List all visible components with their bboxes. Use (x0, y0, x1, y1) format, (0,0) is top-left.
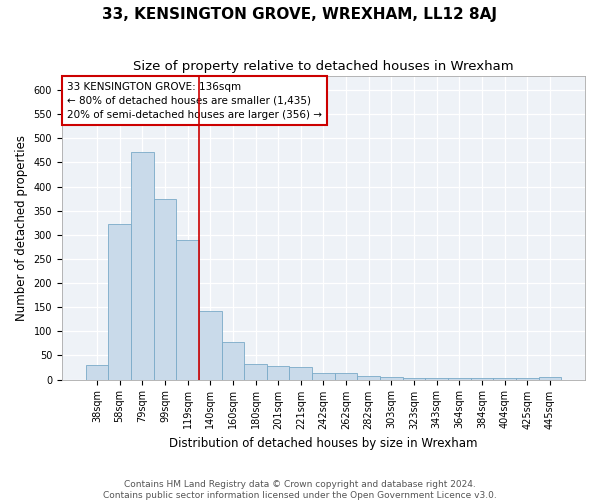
Bar (335, 373, 358, 380)
Text: 33, KENSINGTON GROVE, WREXHAM, LL12 8AJ: 33, KENSINGTON GROVE, WREXHAM, LL12 8AJ (103, 8, 497, 22)
Bar (358, 376, 380, 380)
Bar (176, 240, 199, 380)
Bar (425, 378, 448, 380)
Text: 33 KENSINGTON GROVE: 136sqm
← 80% of detached houses are smaller (1,435)
20% of : 33 KENSINGTON GROVE: 136sqm ← 80% of det… (67, 82, 322, 120)
Bar (244, 364, 267, 380)
Bar (470, 378, 493, 380)
Bar (131, 152, 154, 380)
Bar (312, 373, 335, 380)
Bar (516, 378, 539, 380)
Bar (267, 366, 289, 380)
Text: Contains HM Land Registry data © Crown copyright and database right 2024.
Contai: Contains HM Land Registry data © Crown c… (103, 480, 497, 500)
Y-axis label: Number of detached properties: Number of detached properties (15, 134, 28, 320)
Bar (221, 342, 244, 380)
Bar (539, 377, 561, 380)
Bar (109, 224, 131, 380)
Bar (448, 378, 470, 380)
Bar (403, 378, 425, 380)
Bar (154, 198, 176, 380)
Bar (86, 365, 109, 380)
Bar (380, 377, 403, 380)
Bar (289, 366, 312, 380)
Title: Size of property relative to detached houses in Wrexham: Size of property relative to detached ho… (133, 60, 514, 73)
Bar (199, 310, 221, 380)
Bar (493, 378, 516, 380)
X-axis label: Distribution of detached houses by size in Wrexham: Distribution of detached houses by size … (169, 437, 478, 450)
